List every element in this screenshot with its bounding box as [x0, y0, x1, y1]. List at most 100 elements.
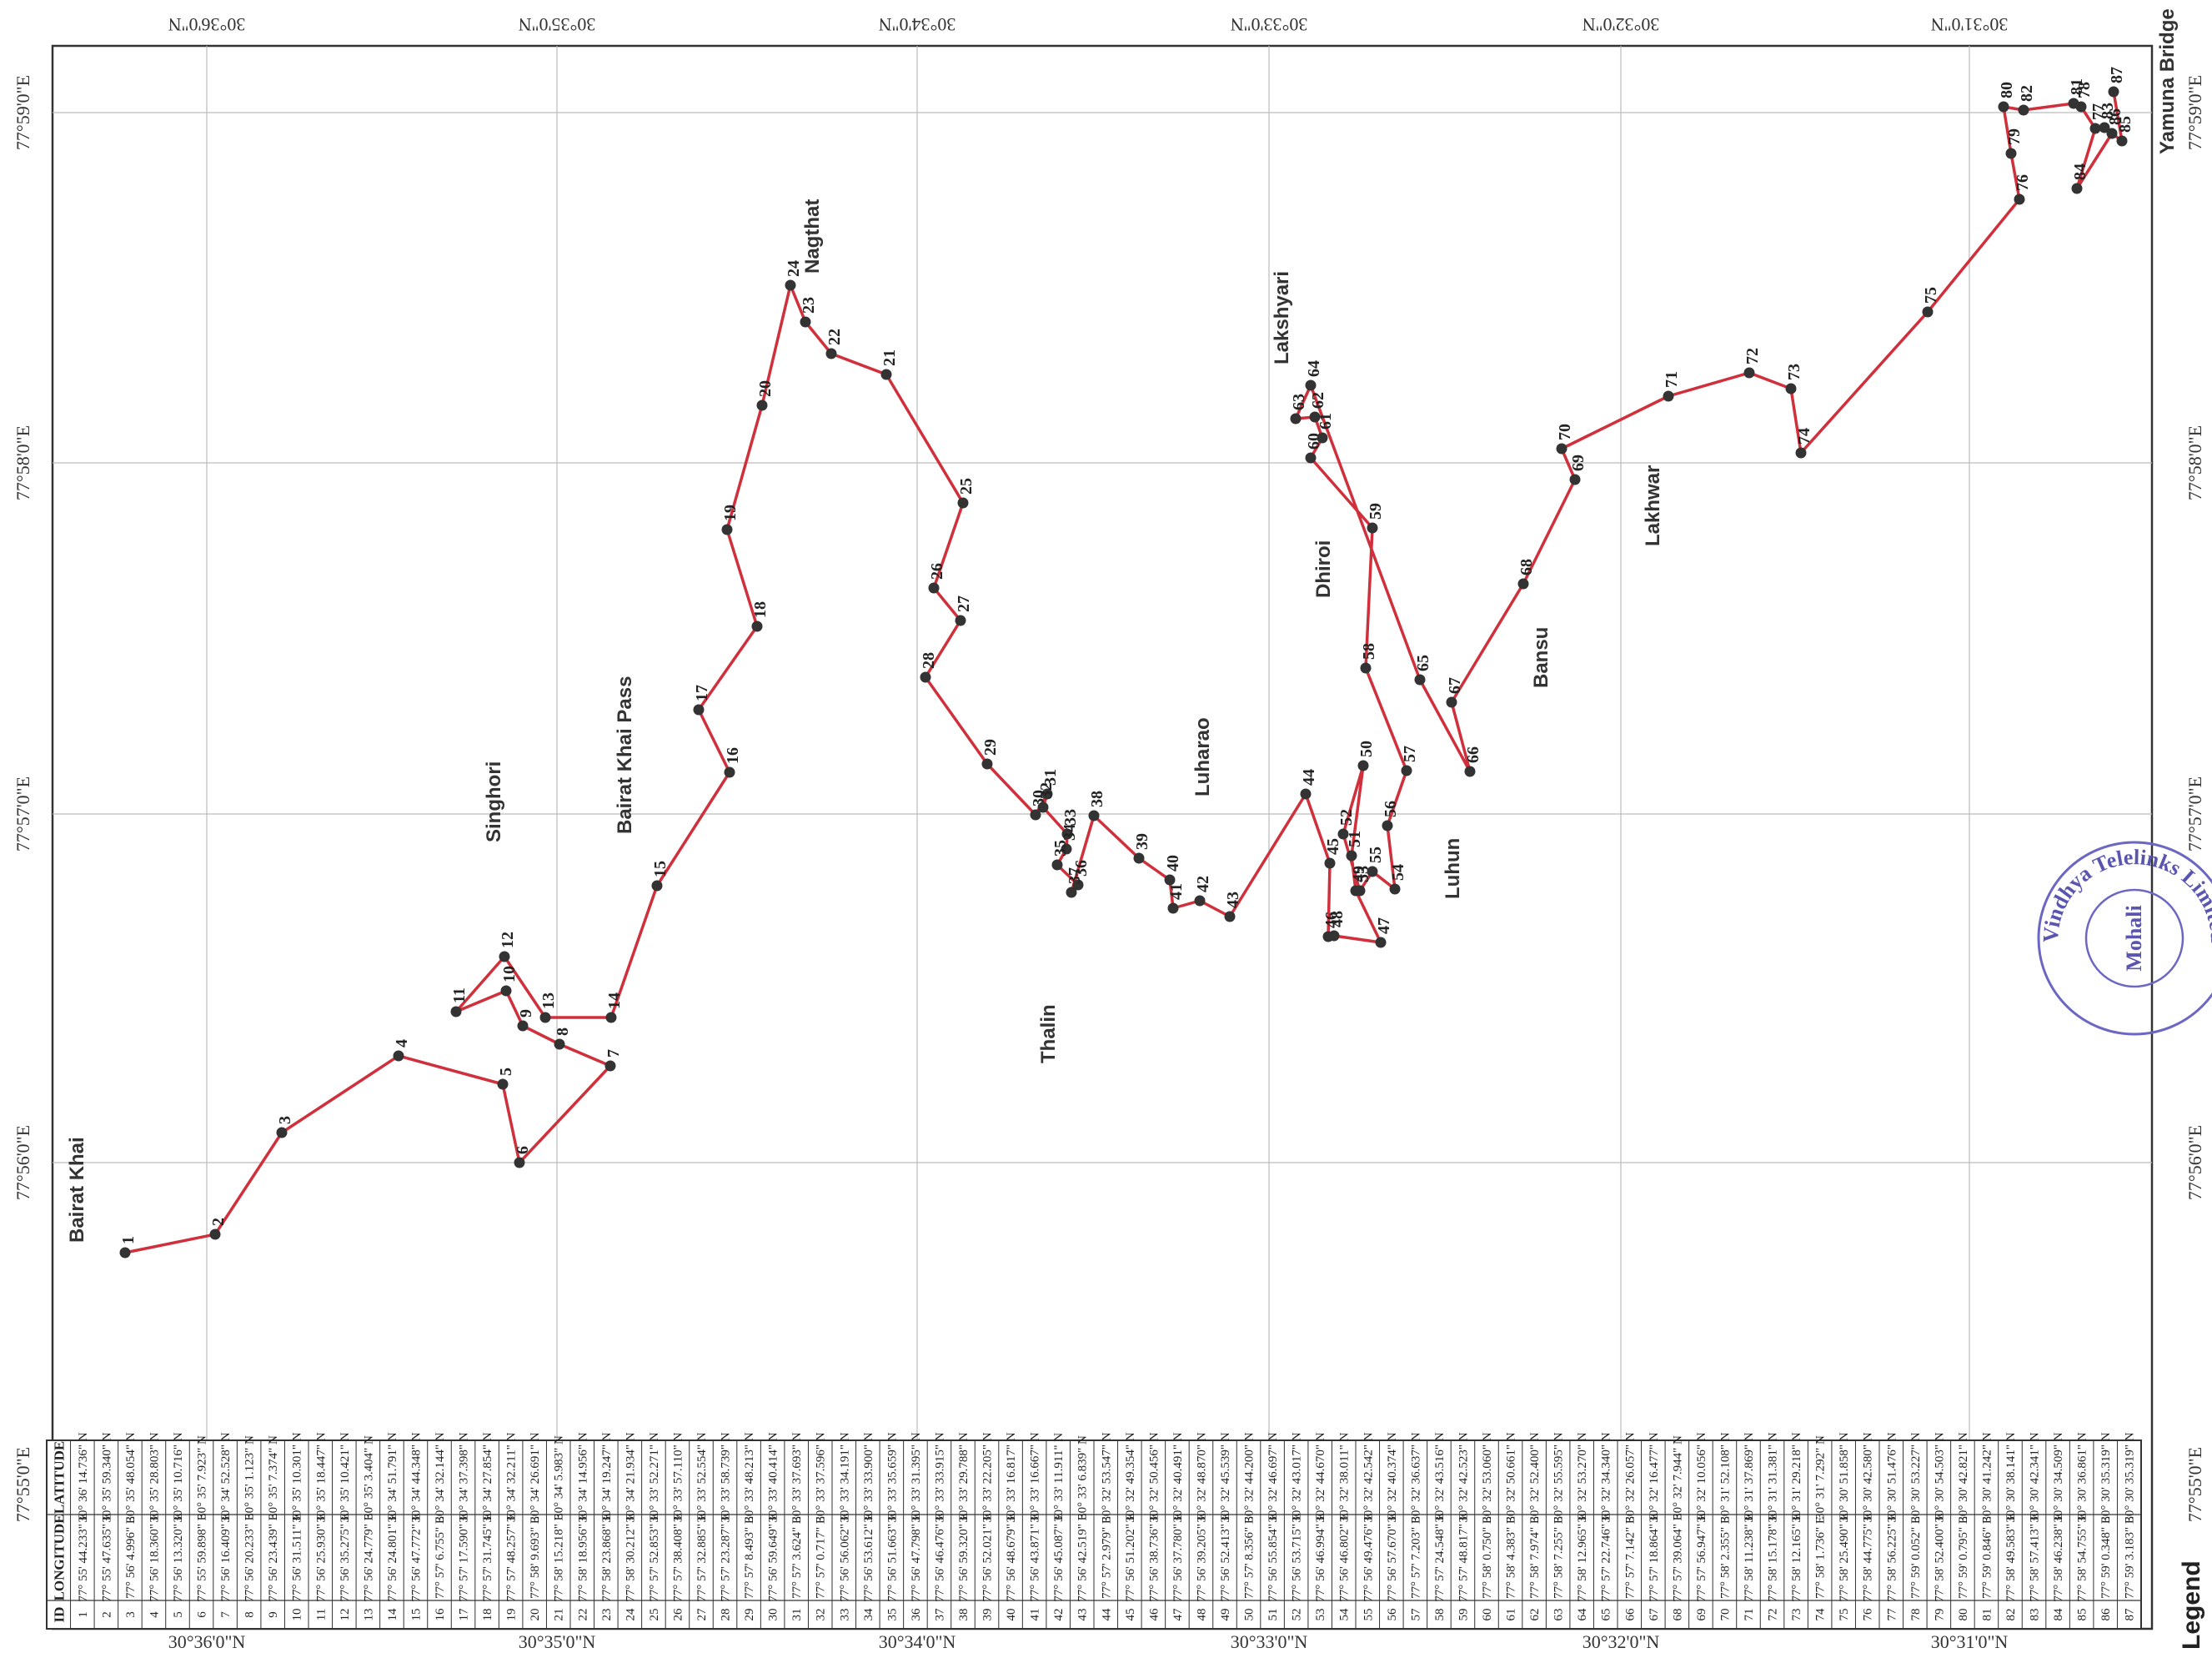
table-cell: 51 — [1267, 1609, 1280, 1621]
table-cell: 3 — [124, 1611, 138, 1618]
table-cell: 77° 56' 59.649" E — [767, 1513, 780, 1602]
table-cell: 77° 56' 57.670" E — [1386, 1513, 1399, 1602]
table-cell: 74 — [1814, 1608, 1828, 1621]
table-cell: 77° 58' 1.736" E — [1814, 1516, 1828, 1599]
route-point-marker — [500, 985, 512, 997]
table-cell: 63 — [1552, 1609, 1566, 1621]
table-cell: 30° 32' 7.944" N — [1671, 1435, 1684, 1520]
table-cell: 77° 56' 35.275" E — [339, 1513, 352, 1602]
table-header: LATITUDE — [51, 1441, 67, 1515]
route-point-marker — [1998, 101, 2009, 113]
table-cell: 30° 32' 45.539" N — [1219, 1432, 1232, 1522]
route-point-label: 51 — [1346, 831, 1364, 847]
route-point-label: 3 — [276, 1116, 294, 1124]
place-labels: Bairat Khai Singhori Bairat Khai Pass Nagth… — [66, 8, 2179, 1243]
route-point-marker — [1290, 413, 1302, 425]
table-cell: 30° 30' 42.821" N — [1957, 1432, 1970, 1522]
route-point-marker — [825, 348, 837, 359]
table-cell: 30° 33' 52.554" N — [695, 1432, 709, 1522]
route-point-marker — [1041, 788, 1053, 800]
table-cell: 64 — [1576, 1608, 1589, 1621]
place-label: Yamuna Bridge — [2156, 8, 2179, 154]
table-cell: 77 — [1885, 1608, 1899, 1621]
table-cell: 30° 32' 43.516" N — [1433, 1432, 1447, 1522]
table-cell: 30° 35' 10.421" N — [339, 1432, 352, 1522]
table-cell: 30° 30' 36.861" N — [2076, 1432, 2089, 1522]
route-point-marker — [604, 1060, 616, 1072]
table-cell: 41 — [1029, 1609, 1042, 1621]
table-cell: 30° 33' 58.739" N — [720, 1432, 733, 1522]
route-point-label: 48 — [1328, 911, 1347, 927]
table-cell: 77° 56' 55.854" E — [1267, 1513, 1280, 1602]
table-cell: 82 — [2004, 1609, 2018, 1621]
route-point-marker — [1663, 390, 1674, 402]
route-point-label: 82 — [2018, 85, 2036, 102]
route-point-marker — [1517, 578, 1529, 590]
table-cell: 77° 56' 18.360" E — [148, 1513, 161, 1602]
route-point-label: 55 — [1367, 847, 1385, 863]
route-point-marker — [1464, 766, 1476, 777]
route-point-label: 59 — [1367, 503, 1385, 520]
table-cell: 77° 57' 2.979" E — [1100, 1516, 1113, 1599]
table-cell: 77° 57' 18.864" E — [1648, 1513, 1661, 1602]
table-cell: 30° 30' 34.509" N — [2052, 1432, 2065, 1522]
route-point-marker — [693, 704, 705, 716]
route-point-marker — [785, 279, 796, 291]
table-cell: 30° 33' 29.788" N — [957, 1432, 971, 1522]
table-cell: 77° 58' 15.218" E — [553, 1513, 566, 1602]
route-point-label: 6 — [514, 1146, 532, 1154]
table-cell: 30° 32' 36.637" N — [1409, 1432, 1422, 1522]
table-cell: 30° 33' 22.205" N — [981, 1432, 995, 1522]
lon-label-left: 77°58'0"E — [13, 425, 33, 500]
table-cell: 77° 56' 46.802" E — [1338, 1513, 1352, 1602]
table-cell: 77° 55' 47.635" E — [100, 1513, 113, 1602]
table-cell: 30° 33' 31.395" N — [910, 1432, 923, 1522]
route-point-label: 66 — [1464, 746, 1482, 763]
table-cell: 77° 56' 23.439" E — [267, 1513, 280, 1602]
table-cell: 77° 56' 45.087" E — [1052, 1513, 1066, 1602]
table-cell: 30° 33' 40.414" N — [767, 1432, 780, 1522]
table-cell: 62 — [1528, 1609, 1542, 1621]
table-cell: 30° 35' 48.054" N — [124, 1432, 138, 1522]
table-cell: 30° 31' 31.381" N — [1767, 1432, 1780, 1522]
table-cell: 30° 32' 50.456" N — [1147, 1432, 1161, 1522]
table-cell: 30° 34' 32.211" N — [505, 1433, 519, 1523]
table-cell: 30° 35' 1.123" N — [243, 1435, 257, 1520]
route-point-label: 31 — [1041, 769, 1060, 786]
lat-label-bottom: 30°33'0"N — [1231, 1631, 1308, 1652]
table-cell: 77° 56' 20.233" E — [243, 1513, 257, 1602]
route-point-marker — [1382, 820, 1393, 832]
table-cell: 30° 35' 10.301" N — [291, 1432, 304, 1522]
table-cell: 30° 32' 26.057" N — [1623, 1432, 1637, 1522]
table-cell: 77° 58' 56.225" E — [1885, 1513, 1899, 1602]
table-cell: 30 — [767, 1609, 780, 1621]
table-cell: 77° 56' 31.511" E — [291, 1514, 304, 1602]
table-cell: 30° 32' 40.491" N — [1171, 1432, 1185, 1522]
table-cell: 30° 32' 49.354" N — [1124, 1432, 1137, 1522]
route-point-marker — [1309, 411, 1321, 423]
table-cell: 34 — [862, 1608, 875, 1621]
route-point-label: 50 — [1357, 741, 1376, 757]
table-cell: 30° 32' 42.542" N — [1362, 1432, 1375, 1522]
route-point-label: 43 — [1224, 892, 1242, 908]
table-cell: 77° 56' 13.320" E — [172, 1513, 185, 1602]
lon-label-left: 77°57'0"E — [13, 776, 33, 852]
table-cell: 30° 33' 11.911" N — [1052, 1433, 1066, 1522]
route-point-label: 36 — [1072, 860, 1091, 877]
table-cell: 61 — [1505, 1609, 1518, 1621]
route-point-marker — [1224, 911, 1236, 922]
route-point-label: 8 — [554, 1027, 572, 1036]
route-point-marker — [2071, 183, 2083, 194]
route-point-label: 49 — [1350, 866, 1368, 882]
route-point-label: 47 — [1375, 917, 1393, 934]
route-point-label: 23 — [800, 297, 818, 314]
table-cell: 30° 32' 46.697" N — [1267, 1432, 1280, 1522]
map-frame — [51, 44, 2154, 1630]
table-cell: 30° 32' 38.011" N — [1338, 1433, 1352, 1523]
table-cell: 40 — [1005, 1609, 1018, 1621]
table-cell: 77° 56' 16.409" E — [219, 1513, 233, 1602]
table-cell: 30° 32' 10.056" N — [1695, 1432, 1708, 1522]
place-label: Nagthat — [801, 199, 824, 274]
route-point-marker — [2108, 86, 2119, 98]
route-point-label: 68 — [1517, 559, 1536, 575]
